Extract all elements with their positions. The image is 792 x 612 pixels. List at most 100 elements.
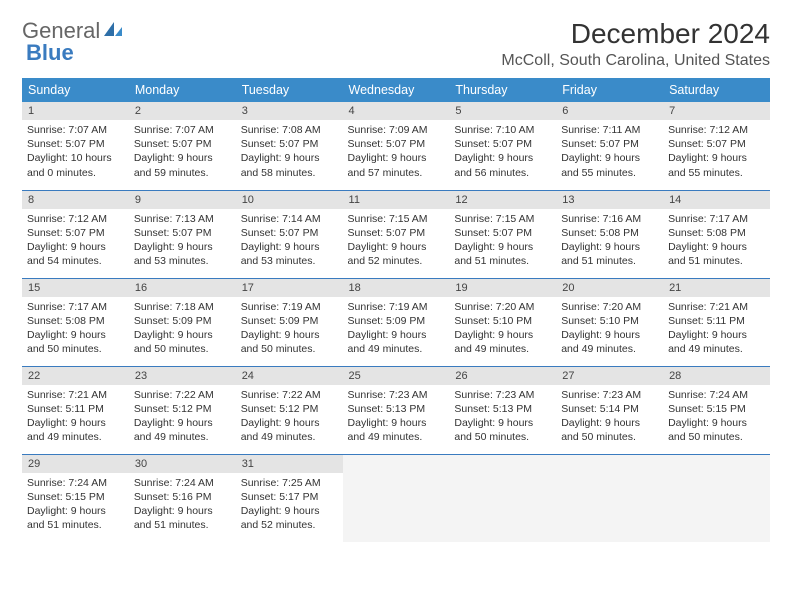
day-cell: 6Sunrise: 7:11 AMSunset: 5:07 PMDaylight… [556, 102, 663, 190]
day-details: Sunrise: 7:19 AMSunset: 5:09 PMDaylight:… [343, 297, 450, 363]
day-cell: 12Sunrise: 7:15 AMSunset: 5:07 PMDayligh… [449, 190, 556, 278]
day-details: Sunrise: 7:21 AMSunset: 5:11 PMDaylight:… [663, 297, 770, 363]
day-number: 10 [236, 191, 343, 209]
day-number: 25 [343, 367, 450, 385]
day-number: 18 [343, 279, 450, 297]
calendar-row: 8Sunrise: 7:12 AMSunset: 5:07 PMDaylight… [22, 190, 770, 278]
day-cell: 13Sunrise: 7:16 AMSunset: 5:08 PMDayligh… [556, 190, 663, 278]
day-details: Sunrise: 7:10 AMSunset: 5:07 PMDaylight:… [449, 120, 556, 186]
day-cell: 31Sunrise: 7:25 AMSunset: 5:17 PMDayligh… [236, 454, 343, 542]
day-cell: 27Sunrise: 7:23 AMSunset: 5:14 PMDayligh… [556, 366, 663, 454]
day-cell: 18Sunrise: 7:19 AMSunset: 5:09 PMDayligh… [343, 278, 450, 366]
day-cell: 21Sunrise: 7:21 AMSunset: 5:11 PMDayligh… [663, 278, 770, 366]
day-details: Sunrise: 7:20 AMSunset: 5:10 PMDaylight:… [449, 297, 556, 363]
day-cell: 3Sunrise: 7:08 AMSunset: 5:07 PMDaylight… [236, 102, 343, 190]
day-details: Sunrise: 7:25 AMSunset: 5:17 PMDaylight:… [236, 473, 343, 539]
logo-sail-icon [102, 18, 124, 44]
day-details: Sunrise: 7:22 AMSunset: 5:12 PMDaylight:… [129, 385, 236, 451]
day-details: Sunrise: 7:12 AMSunset: 5:07 PMDaylight:… [22, 209, 129, 275]
day-number: 30 [129, 455, 236, 473]
day-details: Sunrise: 7:11 AMSunset: 5:07 PMDaylight:… [556, 120, 663, 186]
day-number: 19 [449, 279, 556, 297]
header: General December 2024 McColl, South Caro… [22, 18, 770, 70]
day-cell: 25Sunrise: 7:23 AMSunset: 5:13 PMDayligh… [343, 366, 450, 454]
day-details: Sunrise: 7:15 AMSunset: 5:07 PMDaylight:… [449, 209, 556, 275]
day-number: 28 [663, 367, 770, 385]
weekday-header: Sunday [22, 78, 129, 102]
day-cell: 14Sunrise: 7:17 AMSunset: 5:08 PMDayligh… [663, 190, 770, 278]
day-number: 5 [449, 102, 556, 120]
day-cell: 8Sunrise: 7:12 AMSunset: 5:07 PMDaylight… [22, 190, 129, 278]
day-number: 21 [663, 279, 770, 297]
day-number: 4 [343, 102, 450, 120]
empty-cell: . [449, 454, 556, 542]
weekday-header-row: Sunday Monday Tuesday Wednesday Thursday… [22, 78, 770, 102]
day-number: 27 [556, 367, 663, 385]
day-cell: 16Sunrise: 7:18 AMSunset: 5:09 PMDayligh… [129, 278, 236, 366]
day-details: Sunrise: 7:24 AMSunset: 5:15 PMDaylight:… [22, 473, 129, 539]
day-cell: 1Sunrise: 7:07 AMSunset: 5:07 PMDaylight… [22, 102, 129, 190]
calendar-row: 22Sunrise: 7:21 AMSunset: 5:11 PMDayligh… [22, 366, 770, 454]
day-number: 7 [663, 102, 770, 120]
day-details: Sunrise: 7:23 AMSunset: 5:13 PMDaylight:… [343, 385, 450, 451]
day-cell: 10Sunrise: 7:14 AMSunset: 5:07 PMDayligh… [236, 190, 343, 278]
title-block: December 2024 McColl, South Carolina, Un… [501, 18, 770, 70]
day-number: 20 [556, 279, 663, 297]
location: McColl, South Carolina, United States [501, 52, 770, 70]
day-details: Sunrise: 7:17 AMSunset: 5:08 PMDaylight:… [22, 297, 129, 363]
day-cell: 17Sunrise: 7:19 AMSunset: 5:09 PMDayligh… [236, 278, 343, 366]
logo-text-blue: Blue [26, 40, 74, 65]
empty-cell: . [663, 454, 770, 542]
day-cell: 11Sunrise: 7:15 AMSunset: 5:07 PMDayligh… [343, 190, 450, 278]
calendar-row: 1Sunrise: 7:07 AMSunset: 5:07 PMDaylight… [22, 102, 770, 190]
day-cell: 30Sunrise: 7:24 AMSunset: 5:16 PMDayligh… [129, 454, 236, 542]
day-number: 3 [236, 102, 343, 120]
day-number: 12 [449, 191, 556, 209]
day-cell: 29Sunrise: 7:24 AMSunset: 5:15 PMDayligh… [22, 454, 129, 542]
weekday-header: Tuesday [236, 78, 343, 102]
day-number: 23 [129, 367, 236, 385]
weekday-header: Monday [129, 78, 236, 102]
day-details: Sunrise: 7:19 AMSunset: 5:09 PMDaylight:… [236, 297, 343, 363]
day-cell: 5Sunrise: 7:10 AMSunset: 5:07 PMDaylight… [449, 102, 556, 190]
day-cell: 22Sunrise: 7:21 AMSunset: 5:11 PMDayligh… [22, 366, 129, 454]
day-cell: 26Sunrise: 7:23 AMSunset: 5:13 PMDayligh… [449, 366, 556, 454]
day-details: Sunrise: 7:21 AMSunset: 5:11 PMDaylight:… [22, 385, 129, 451]
day-details: Sunrise: 7:17 AMSunset: 5:08 PMDaylight:… [663, 209, 770, 275]
calendar-table: Sunday Monday Tuesday Wednesday Thursday… [22, 78, 770, 542]
day-number: 8 [22, 191, 129, 209]
day-number: 22 [22, 367, 129, 385]
day-details: Sunrise: 7:16 AMSunset: 5:08 PMDaylight:… [556, 209, 663, 275]
weekday-header: Friday [556, 78, 663, 102]
day-cell: 28Sunrise: 7:24 AMSunset: 5:15 PMDayligh… [663, 366, 770, 454]
day-cell: 9Sunrise: 7:13 AMSunset: 5:07 PMDaylight… [129, 190, 236, 278]
day-details: Sunrise: 7:13 AMSunset: 5:07 PMDaylight:… [129, 209, 236, 275]
day-number: 17 [236, 279, 343, 297]
day-number: 15 [22, 279, 129, 297]
day-number: 31 [236, 455, 343, 473]
day-cell: 24Sunrise: 7:22 AMSunset: 5:12 PMDayligh… [236, 366, 343, 454]
day-cell: 7Sunrise: 7:12 AMSunset: 5:07 PMDaylight… [663, 102, 770, 190]
day-number: 24 [236, 367, 343, 385]
day-cell: 23Sunrise: 7:22 AMSunset: 5:12 PMDayligh… [129, 366, 236, 454]
day-number: 16 [129, 279, 236, 297]
day-cell: 4Sunrise: 7:09 AMSunset: 5:07 PMDaylight… [343, 102, 450, 190]
day-details: Sunrise: 7:09 AMSunset: 5:07 PMDaylight:… [343, 120, 450, 186]
day-number: 9 [129, 191, 236, 209]
day-details: Sunrise: 7:07 AMSunset: 5:07 PMDaylight:… [22, 120, 129, 186]
day-number: 6 [556, 102, 663, 120]
day-details: Sunrise: 7:22 AMSunset: 5:12 PMDaylight:… [236, 385, 343, 451]
day-cell: 15Sunrise: 7:17 AMSunset: 5:08 PMDayligh… [22, 278, 129, 366]
weekday-header: Thursday [449, 78, 556, 102]
empty-cell: . [556, 454, 663, 542]
day-number: 13 [556, 191, 663, 209]
day-number: 2 [129, 102, 236, 120]
day-details: Sunrise: 7:23 AMSunset: 5:14 PMDaylight:… [556, 385, 663, 451]
day-cell: 20Sunrise: 7:20 AMSunset: 5:10 PMDayligh… [556, 278, 663, 366]
day-details: Sunrise: 7:14 AMSunset: 5:07 PMDaylight:… [236, 209, 343, 275]
day-number: 26 [449, 367, 556, 385]
day-number: 1 [22, 102, 129, 120]
day-details: Sunrise: 7:08 AMSunset: 5:07 PMDaylight:… [236, 120, 343, 186]
day-details: Sunrise: 7:15 AMSunset: 5:07 PMDaylight:… [343, 209, 450, 275]
day-number: 14 [663, 191, 770, 209]
